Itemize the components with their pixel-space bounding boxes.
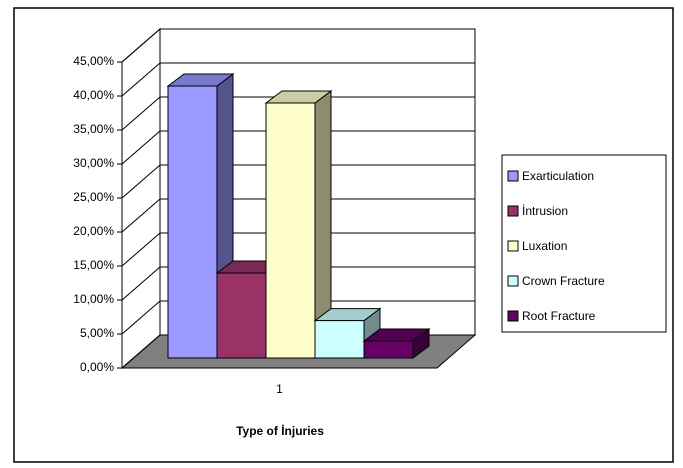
legend-box [501,154,667,333]
legend-swatch [507,275,519,287]
grid-line [121,198,161,233]
bar [363,340,414,359]
bar [265,102,316,359]
legend-swatch [507,310,519,322]
y-tick-label: 20,00% [73,224,114,238]
legend-label: Exarticulation [522,169,594,183]
y-tick-label: 45,00% [73,54,114,68]
grid-line [121,334,161,369]
bar [314,320,365,359]
grid-line [121,164,161,199]
y-tick-label: 40,00% [73,88,114,102]
y-tick-label: 15,00% [73,258,114,272]
bar [167,85,218,359]
grid-line [121,62,161,97]
bar [216,272,267,359]
x-axis-title: Type of İnjuries [236,423,324,438]
grid-line [121,130,161,165]
grid-line [121,28,161,63]
y-tick-label: 10,00% [73,292,114,306]
y-tick-label: 30,00% [73,156,114,170]
y-tick-label: 35,00% [73,122,114,136]
grid-line [121,300,161,335]
legend-label: Crown Fracture [522,274,605,288]
legend-label: Luxation [522,239,567,253]
grid-line [121,96,161,131]
x-tick-label: 1 [276,382,283,396]
legend-swatch [507,240,519,252]
y-tick-label: 5,00% [80,326,114,340]
grid-line [121,266,161,301]
legend-label: İntrusion [522,204,568,218]
grid-line [121,232,161,267]
legend-label: Root Fracture [522,309,596,323]
y-tick-label: 0,00% [80,360,114,374]
legend-swatch [507,170,519,182]
legend-swatch [507,205,519,217]
y-tick-label: 25,00% [73,190,114,204]
